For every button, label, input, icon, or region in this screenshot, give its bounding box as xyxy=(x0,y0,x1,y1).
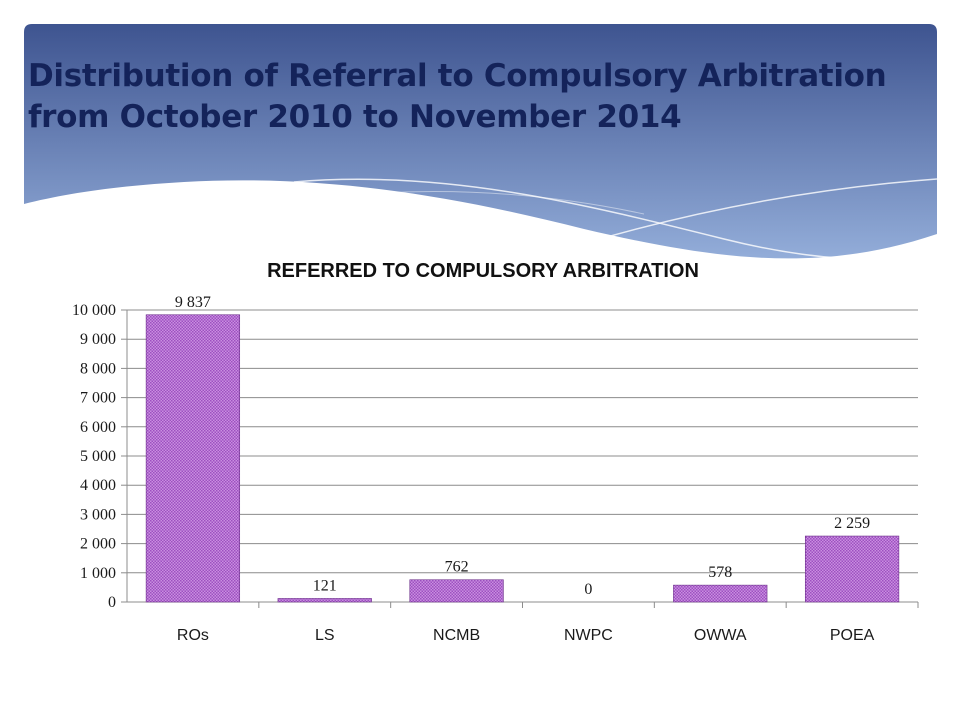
y-tick-label: 3 000 xyxy=(80,506,116,523)
y-tick-label: 7 000 xyxy=(80,390,116,407)
bar-ncmb xyxy=(409,579,504,603)
data-label-ls: 121 xyxy=(313,577,337,594)
y-tick-label: 6 000 xyxy=(80,419,116,436)
category-label-ncmb: NCMB xyxy=(433,627,480,644)
y-tick-label: 5 000 xyxy=(80,448,116,465)
x-axis-categories: ROs LS NCMB NWPC OWWA POEA xyxy=(177,627,875,644)
slide-title-line-1: Distribution of Referral to Compulsory A… xyxy=(28,58,887,94)
bar-poea xyxy=(804,535,900,603)
category-label-ros: ROs xyxy=(177,627,209,644)
data-label-ros: 9 837 xyxy=(175,294,211,311)
header-wave-background xyxy=(24,24,937,261)
y-tick-label: 10 000 xyxy=(72,302,116,319)
slide-title-line-2: from October 2010 to November 2014 xyxy=(28,99,682,135)
y-tick-label: 8 000 xyxy=(80,360,116,377)
data-label-poea: 2 259 xyxy=(834,515,870,532)
y-tick-label: 2 000 xyxy=(80,536,116,553)
slide-title: Distribution of Referral to Compulsory A… xyxy=(28,56,928,138)
y-tick-label: 4 000 xyxy=(80,477,116,494)
y-tick-label: 9 000 xyxy=(80,331,116,348)
slide-header-banner: Distribution of Referral to Compulsory A… xyxy=(24,24,937,269)
category-label-poea: POEA xyxy=(830,627,875,644)
data-labels: 9 837 121 762 0 578 2 259 xyxy=(175,294,870,598)
y-axis-ticks: 0 1 000 2 000 3 000 4 000 5 000 6 000 7 000 8 00… xyxy=(72,302,116,611)
gridlines xyxy=(121,309,919,608)
bar-owwa xyxy=(673,584,768,603)
data-label-ncmb: 762 xyxy=(445,559,469,576)
bar-ls xyxy=(277,598,372,603)
category-label-ls: LS xyxy=(315,627,335,644)
data-label-owwa: 578 xyxy=(708,564,732,581)
category-label-owwa: OWWA xyxy=(694,627,747,644)
bar-chart: REFERRED TO COMPULSORY ARBITRATION 0 1 00… xyxy=(72,260,919,644)
chart-title: REFERRED TO COMPULSORY ARBITRATION xyxy=(267,260,699,282)
data-label-nwpc: 0 xyxy=(584,581,592,598)
bar-ros xyxy=(145,314,241,603)
bars xyxy=(145,314,900,603)
y-tick-label: 0 xyxy=(108,594,116,611)
category-label-nwpc: NWPC xyxy=(564,627,613,644)
y-tick-label: 1 000 xyxy=(80,565,116,582)
